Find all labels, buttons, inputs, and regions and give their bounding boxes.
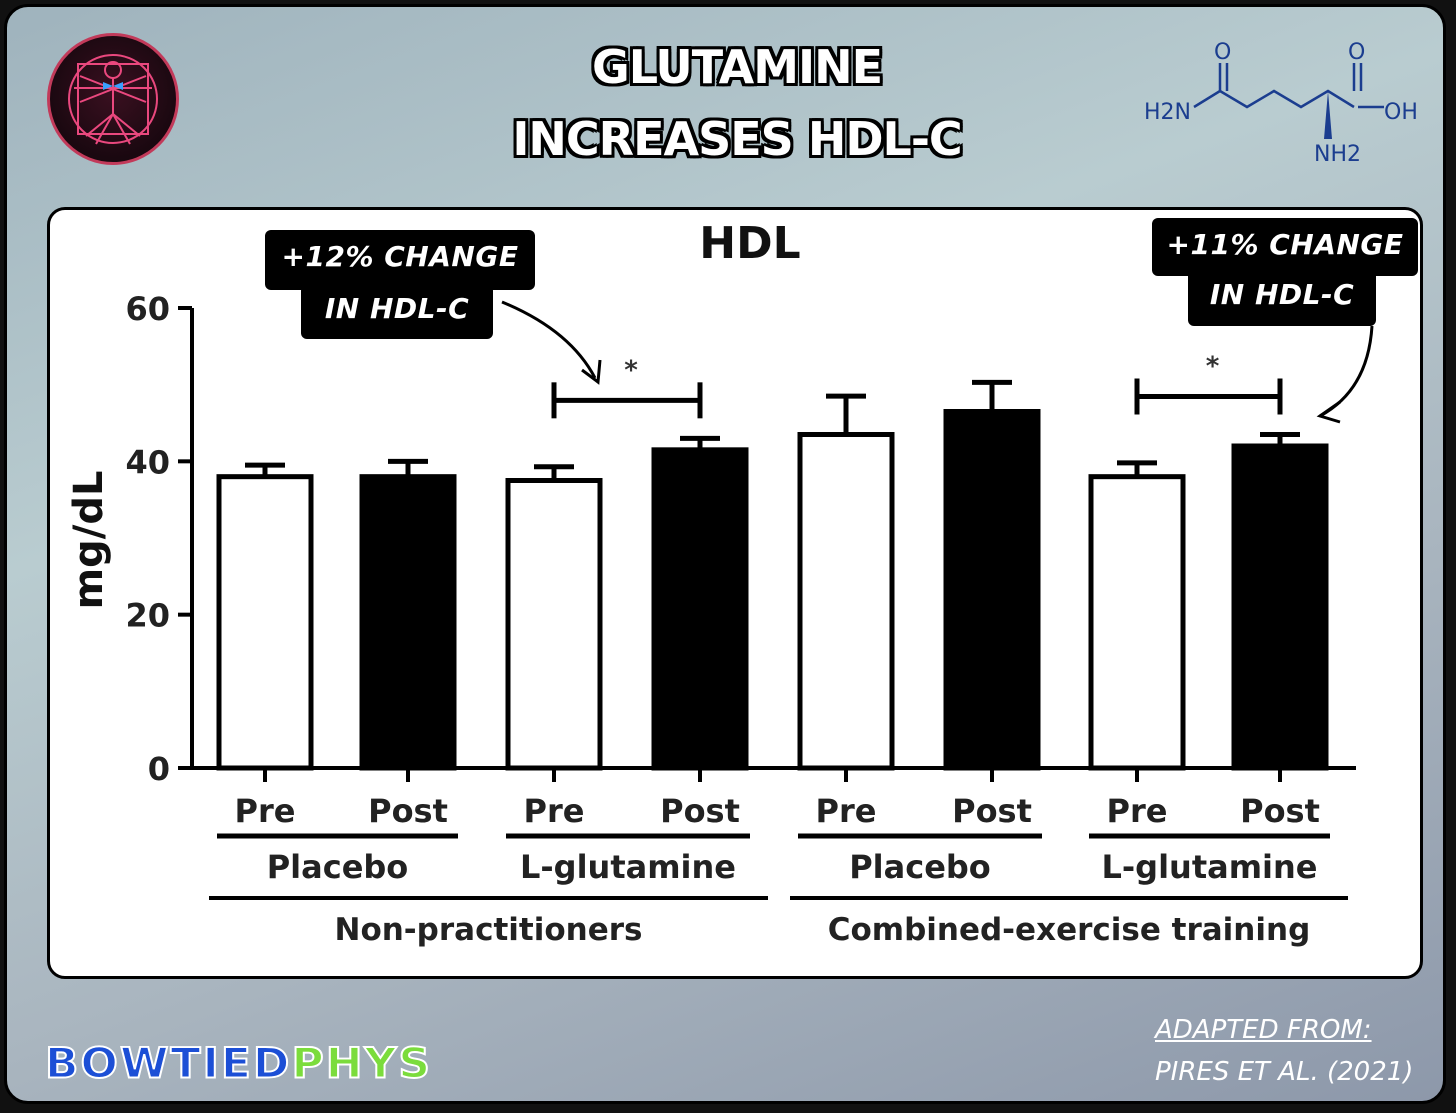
time-label: Post: [660, 792, 740, 830]
y-tick-label: 40: [125, 443, 170, 481]
callout-arrow-right: [1319, 325, 1374, 418]
bar: [1088, 474, 1186, 771]
significance-marker: *: [624, 355, 638, 385]
bar: [216, 474, 314, 771]
source-credit: ADAPTED FROM: PIRES ET AL. (2021): [1155, 1009, 1413, 1093]
bar: [505, 478, 603, 771]
group-label: L-glutamine: [520, 848, 736, 886]
time-label: Post: [1240, 792, 1320, 830]
atom-label-h2n: H2N: [1144, 100, 1191, 125]
population-label: Combined-exercise training: [828, 912, 1311, 948]
y-tick-label: 20: [125, 597, 170, 635]
callout-arrow-right-head: [1316, 400, 1341, 424]
molecule-bonds: [1193, 63, 1384, 109]
infographic-title: GLUTAMINE INCREASES HDL-C: [307, 31, 1167, 175]
callout-left: +12% CHANGE IN HDL-C: [265, 230, 535, 340]
callout-arrow-left-head: [581, 359, 602, 385]
chart-panel: HDL mg/dL 0 20 40 60 * * Pre Post Pre Post Pre Po…: [47, 207, 1423, 979]
callout-right-line-2: IN HDL-C: [1209, 278, 1355, 311]
brand-part-1: BOWTIED: [44, 1038, 292, 1088]
title-line-1: GLUTAMINE: [592, 40, 883, 94]
group-label: Placebo: [267, 848, 409, 886]
y-axis-ticks: 0 20 40 60: [125, 290, 192, 788]
logo: [47, 33, 179, 165]
atom-label-nh2: NH2: [1314, 142, 1361, 167]
brand-part-2: PHYS: [290, 1038, 433, 1088]
callout-right-line-1: +11% CHANGE: [1166, 228, 1404, 261]
group-label: L-glutamine: [1101, 848, 1317, 886]
title-line-2: INCREASES HDL-C: [512, 112, 962, 166]
callout-right: +11% CHANGE IN HDL-C: [1152, 218, 1418, 328]
wedge-bond: [1324, 91, 1332, 139]
atom-label-oh: OH: [1384, 100, 1418, 125]
callout-left-line-1: +12% CHANGE: [281, 240, 519, 273]
time-label: Post: [368, 792, 448, 830]
atom-label-o1: O: [1214, 40, 1231, 65]
chart-title: HDL: [699, 218, 800, 269]
time-label: Pre: [235, 792, 296, 830]
time-label: Post: [952, 792, 1032, 830]
bar: [1231, 443, 1329, 771]
time-label: Pre: [524, 792, 585, 830]
brand-wordmark: BOWTIEDPHYS: [44, 1038, 433, 1089]
significance-marker: *: [1206, 352, 1220, 382]
population-label: Non-practitioners: [335, 912, 643, 948]
y-axis-label: mg/dL: [66, 470, 112, 609]
callout-left-line-2: IN HDL-C: [324, 292, 470, 325]
bar-series: [216, 379, 1329, 782]
bar: [797, 432, 895, 771]
time-label: Pre: [1107, 792, 1168, 830]
bar: [651, 447, 749, 771]
credit-line-2: PIRES ET AL. (2021): [1155, 1057, 1414, 1087]
group-label: Placebo: [849, 848, 991, 886]
callout-arrows: [501, 300, 1374, 424]
credit-line-1: ADAPTED FROM:: [1155, 1015, 1372, 1045]
time-label: Pre: [816, 792, 877, 830]
callout-arrow-left: [501, 300, 597, 379]
glutamine-molecule-diagram: O O H2N OH NH2: [1144, 40, 1418, 167]
significance-brackets: * *: [551, 352, 1283, 419]
y-tick-label: 0: [148, 750, 170, 788]
x-axis-labels: Pre Post Pre Post Pre Post Pre Post Placebo L-glu…: [209, 792, 1348, 948]
bar: [943, 409, 1041, 771]
vitruvian-man-icon: [68, 54, 158, 145]
y-tick-label: 60: [125, 290, 170, 328]
infographic-frame: GLUTAMINE INCREASES HDL-C O O H2N OH NH2…: [4, 4, 1446, 1104]
bar: [359, 474, 457, 771]
atom-label-o2: O: [1348, 40, 1365, 65]
